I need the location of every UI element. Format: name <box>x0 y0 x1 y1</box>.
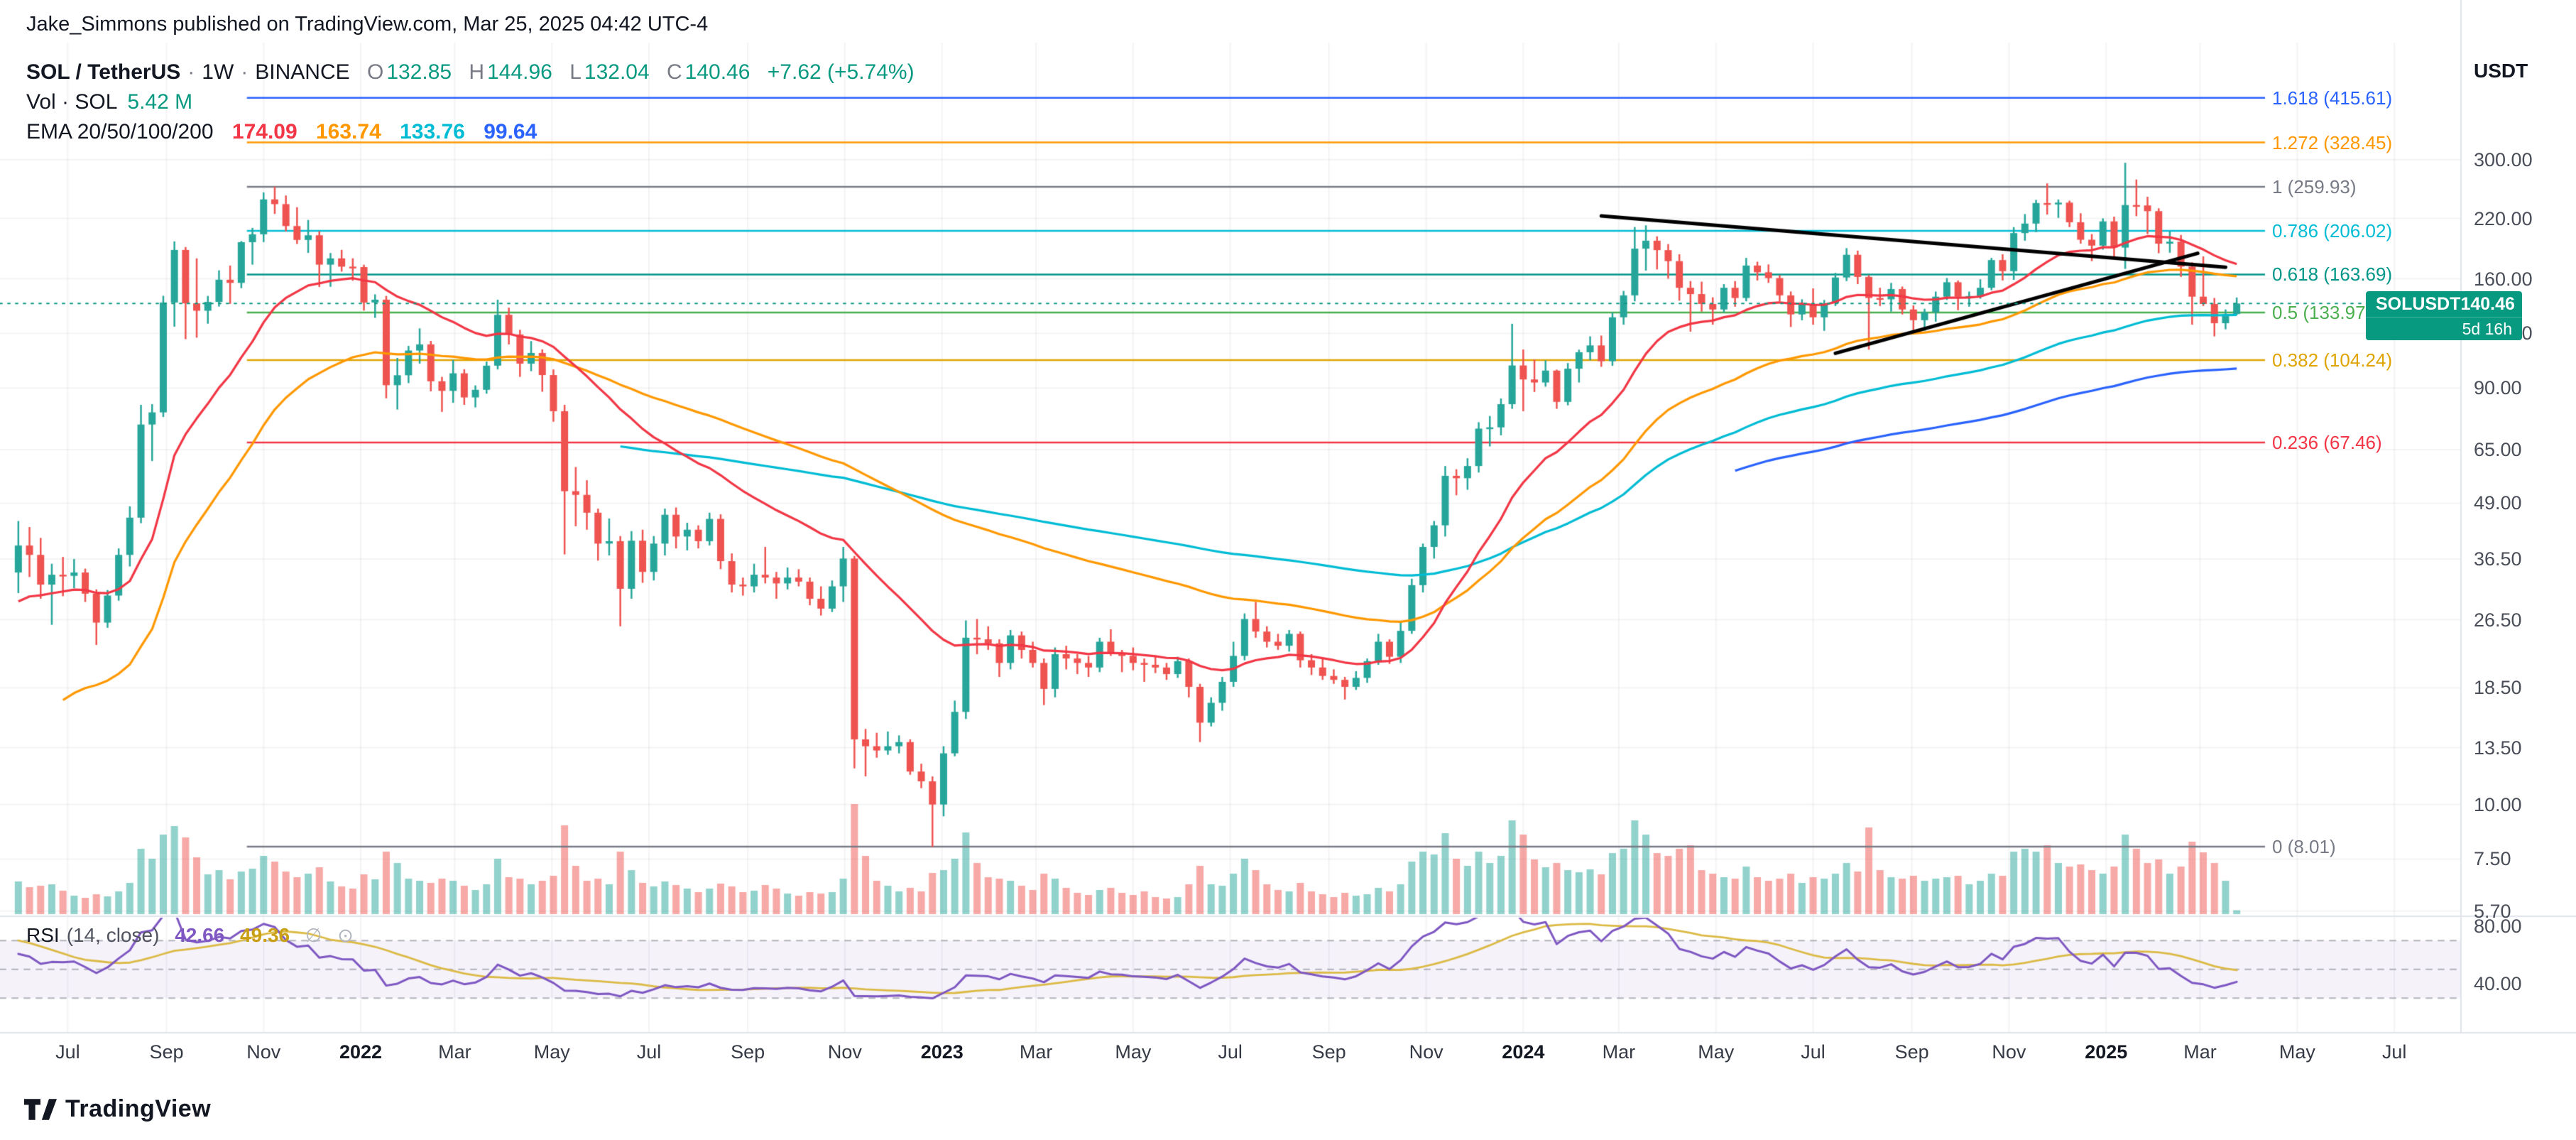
price-axis-label: 36.50 <box>2474 548 2522 570</box>
price-axis-label: 26.50 <box>2474 609 2522 631</box>
rsi-axis-label: 80.00 <box>2474 916 2522 937</box>
price-axis-label: 65.00 <box>2474 439 2522 460</box>
time-axis-label: Mar <box>1602 1041 1636 1063</box>
ema200-value: 99.64 <box>484 120 537 143</box>
price-tag-price: 140.46 <box>2460 293 2515 314</box>
symbol-row[interactable]: SOL / TetherUS · 1W · BINANCE O 132.85 H 144.9… <box>26 60 915 85</box>
change-value: +7.62 (+5.74%) <box>767 60 915 84</box>
rsi-axis-label: 40.00 <box>2474 973 2522 994</box>
time-axis-label: Nov <box>1992 1041 2026 1063</box>
price-axis-label: 90.00 <box>2474 377 2522 399</box>
ema-row[interactable]: EMA 20/50/100/200 174.09 163.74 133.76 9… <box>26 119 537 145</box>
time-axis-label: Nov <box>827 1041 862 1063</box>
rsi-params: (14, close) <box>66 924 160 946</box>
price-tag-countdown-row: 5d 16h <box>2366 317 2522 340</box>
close-value: 140.46 <box>684 60 751 84</box>
separator: · <box>187 60 195 84</box>
rsi-legend[interactable]: RSI (14, close) 42.66 49.36 ∅ ⊙ <box>26 923 354 948</box>
time-axis-label: Jul <box>2381 1041 2407 1063</box>
time-axis-label: Sep <box>149 1041 184 1063</box>
axis-currency-label: USDT <box>2474 60 2528 82</box>
time-axis-label: Jul <box>1801 1041 1825 1063</box>
price-axis-label: 13.50 <box>2474 737 2522 759</box>
time-axis-year-label: 2024 <box>1502 1041 1545 1063</box>
time-axis-label: May <box>1698 1041 1735 1063</box>
rsi-settings-icon[interactable]: ⊙ <box>337 925 354 946</box>
price-tag-symbol: SOLUSDT <box>2376 293 2461 314</box>
open-label: O <box>366 60 384 84</box>
ema50-value: 163.74 <box>316 120 381 143</box>
time-axis-label: Jul <box>1218 1041 1243 1063</box>
time-axis-label: Mar <box>2183 1041 2217 1063</box>
tradingview-logo-icon <box>24 1098 57 1120</box>
price-axis-label: 5.70 <box>2474 900 2511 922</box>
time-axis-label: Jul <box>636 1041 662 1063</box>
interval-label: 1W <box>202 60 234 84</box>
low-value: 132.04 <box>584 60 650 84</box>
time-axis-label: Jul <box>55 1041 80 1063</box>
volume-label: Vol · SOL <box>26 90 118 114</box>
volume-value: 5.42 M <box>127 90 193 114</box>
time-axis-year-label: 2025 <box>2085 1041 2128 1063</box>
volume-row[interactable]: Vol · SOL 5.42 M <box>26 89 192 115</box>
price-axis-label: 49.00 <box>2474 492 2522 514</box>
time-axis-label: Mar <box>1019 1041 1053 1063</box>
time-axis-label: Sep <box>731 1041 765 1063</box>
price-axis-label: 300.00 <box>2474 148 2533 170</box>
attribution: Jake_Simmons published on TradingView.co… <box>26 13 709 36</box>
price-axis-label: 220.00 <box>2474 207 2533 229</box>
time-axis-label: May <box>2278 1041 2315 1063</box>
tradingview-logo-text: TradingView <box>65 1095 212 1122</box>
time-axis-label: Nov <box>246 1041 281 1063</box>
time-axis-label: May <box>1115 1041 1152 1063</box>
low-label: L <box>569 60 582 84</box>
symbol-name: SOL / TetherUS <box>26 60 181 84</box>
price-axis-label: 10.00 <box>2474 793 2522 815</box>
time-axis-label: Nov <box>1409 1041 1443 1063</box>
ema-label: EMA 20/50/100/200 <box>26 120 214 143</box>
high-value: 144.96 <box>487 60 552 84</box>
time-axis-year-label: 2023 <box>920 1041 964 1063</box>
time-axis-label: Sep <box>1311 1041 1346 1063</box>
time-axis-label: Mar <box>438 1041 471 1063</box>
close-label: C <box>667 60 682 84</box>
rsi-value: 42.66 <box>175 924 225 946</box>
rsi-ma-value: 49.36 <box>240 924 290 946</box>
rsi-title: RSI <box>26 924 60 946</box>
rsi-hide-icon[interactable]: ∅ <box>305 925 322 946</box>
open-value: 132.85 <box>386 60 452 84</box>
price-axis-label: 18.50 <box>2474 677 2522 699</box>
price-axis[interactable]: USDT 300.00220.00160.00120.0090.0065.004… <box>2461 0 2576 1033</box>
exchange-label: BINANCE <box>255 60 350 84</box>
separator: · <box>241 60 249 84</box>
time-axis[interactable]: Jul Sep Nov 2022 Mar May Jul Sep Nov 2023 Mar May Ju… <box>0 1033 2576 1080</box>
price-axis-label: 160.00 <box>2474 268 2533 290</box>
ema100-value: 133.76 <box>400 120 465 143</box>
high-label: H <box>469 60 485 84</box>
time-axis-label: May <box>533 1041 570 1063</box>
ema20-value: 174.09 <box>231 120 298 143</box>
bar-countdown: 5d 16h <box>2462 319 2512 338</box>
time-axis-label: Sep <box>1894 1041 1929 1063</box>
price-tag-row: SOLUSDT 140.46 <box>2366 291 2522 317</box>
tradingview-branding[interactable]: TradingView <box>24 1095 211 1123</box>
time-axis-year-label: 2022 <box>339 1041 383 1063</box>
price-axis-label: 7.50 <box>2474 848 2511 870</box>
last-price-label: SOLUSDT 140.46 5d 16h <box>2366 291 2522 341</box>
